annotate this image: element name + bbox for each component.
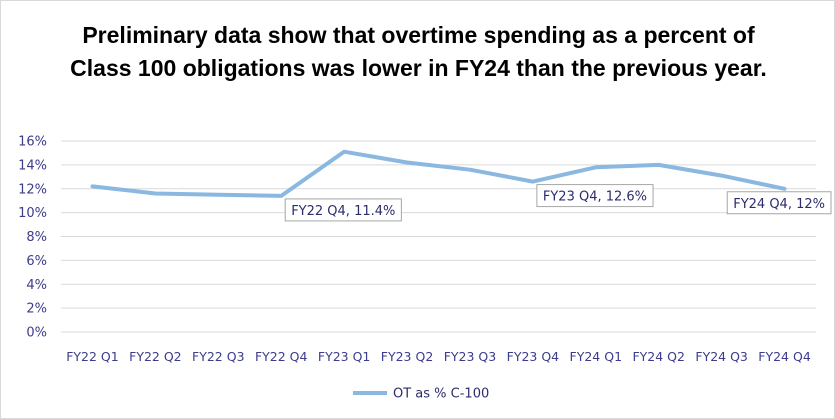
series-line (90, 149, 787, 198)
x-tick-label: FY22 Q3 (192, 349, 245, 364)
data-label-text: FY23 Q4, 12.6% (543, 190, 647, 205)
y-tick-label: 0% (26, 326, 47, 341)
x-tick-label: FY24 Q1 (570, 349, 623, 364)
gridlines (61, 140, 816, 333)
legend-label: OT as % C-100 (393, 387, 489, 402)
x-tick-label: FY22 Q2 (129, 349, 182, 364)
y-tick-label: 2% (26, 302, 47, 317)
y-tick-label: 8% (26, 230, 47, 245)
x-tick-label: FY23 Q1 (318, 349, 371, 364)
y-tick-label: 12% (18, 182, 47, 197)
y-tick-label: 4% (26, 278, 47, 293)
data-label-text: FY24 Q4, 12% (733, 197, 825, 212)
x-tick-label: FY23 Q4 (507, 349, 560, 364)
y-axis: 0% 2% 4% 6% 8% 10% 12% 14% 16% (18, 135, 47, 341)
data-label-text: FY22 Q4, 11.4% (291, 204, 395, 219)
x-tick-label: FY23 Q3 (444, 349, 497, 364)
x-tick-label: FY24 Q3 (695, 349, 748, 364)
x-tick-label: FY24 Q4 (758, 349, 811, 364)
data-label: FY24 Q4, 12% (726, 191, 832, 215)
legend: OT as % C-100 (353, 387, 489, 402)
x-tick-label: FY22 Q4 (255, 349, 308, 364)
x-tick-label: FY24 Q2 (632, 349, 685, 364)
x-tick-label: FY23 Q2 (381, 349, 434, 364)
chart-title: Preliminary data show that overtime spen… (70, 22, 767, 81)
y-tick-label: 10% (18, 206, 47, 221)
data-label-box (726, 191, 832, 215)
data-label-box (536, 184, 654, 208)
y-tick-label: 6% (26, 254, 47, 269)
data-label: FY22 Q4, 11.4% (284, 198, 402, 222)
data-label: FY23 Q4, 12.6% (536, 184, 654, 208)
y-tick-label: 16% (18, 135, 47, 150)
x-axis: FY22 Q1 FY22 Q2 FY22 Q3 FY22 Q4 FY23 Q1 FY23 … (66, 349, 811, 364)
data-label-box (284, 198, 402, 222)
x-tick-label: FY22 Q1 (66, 349, 119, 364)
y-tick-label: 14% (18, 158, 47, 173)
